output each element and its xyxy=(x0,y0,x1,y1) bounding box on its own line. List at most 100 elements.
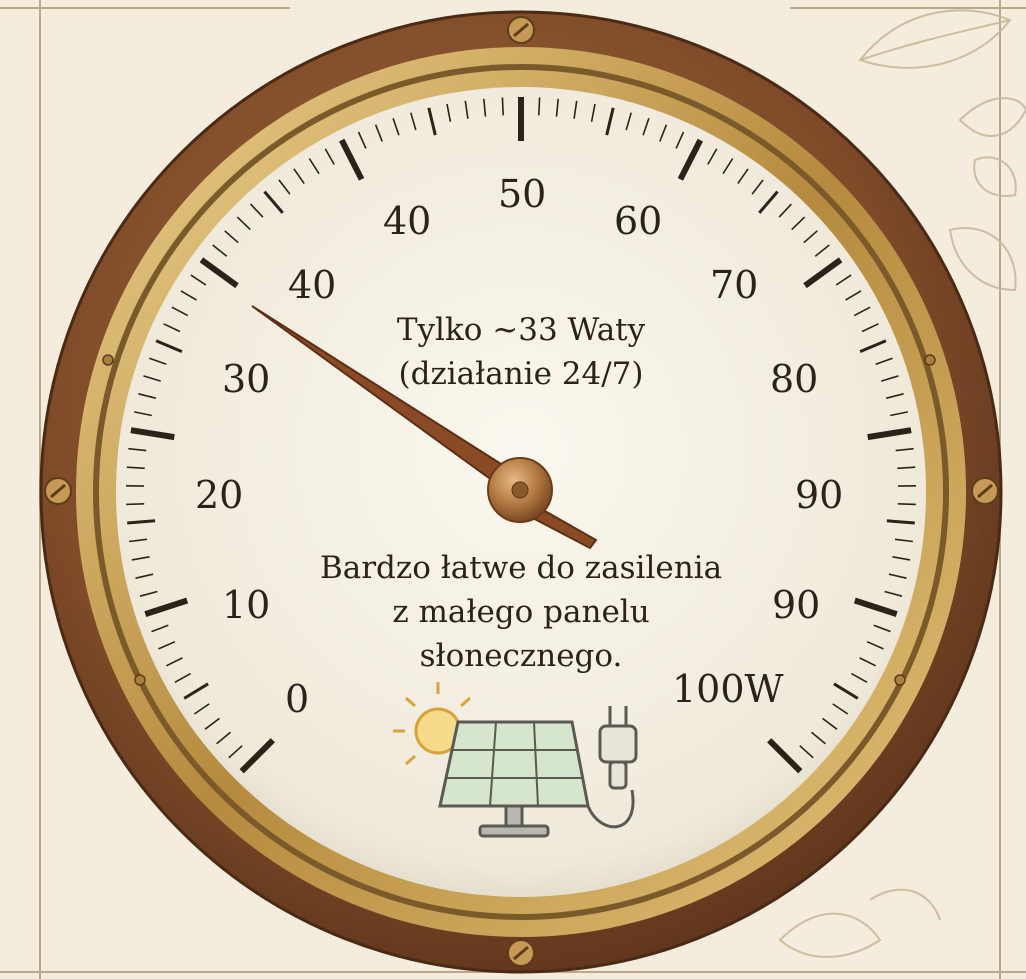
minor-tick xyxy=(888,573,907,579)
minor-tick xyxy=(163,323,181,333)
scale-label: 100W xyxy=(672,667,784,711)
minor-tick xyxy=(410,112,417,131)
minor-tick xyxy=(886,519,915,525)
minor-tick xyxy=(193,703,210,715)
minor-tick xyxy=(859,657,877,667)
minor-tick xyxy=(149,357,167,366)
minor-tick xyxy=(845,290,862,301)
minor-tick xyxy=(659,124,668,142)
minor-tick xyxy=(814,244,830,257)
minor-tick xyxy=(859,339,887,353)
minor-tick xyxy=(278,179,291,195)
minor-tick xyxy=(573,100,578,119)
minor-tick xyxy=(126,466,145,470)
major-tick xyxy=(853,597,898,617)
minor-tick xyxy=(180,290,197,301)
solar-panel-icon xyxy=(438,720,590,838)
minor-tick xyxy=(151,624,169,633)
minor-tick xyxy=(897,466,916,470)
scale-label: 90 xyxy=(772,583,820,627)
minor-tick xyxy=(897,503,916,506)
minor-tick xyxy=(204,717,220,730)
scale-label: 60 xyxy=(614,199,662,243)
note-text: Bardzo łatwe do zasilenia z małego panel… xyxy=(320,550,722,674)
minor-tick xyxy=(250,203,264,218)
major-tick xyxy=(867,427,912,441)
scale-label: 0 xyxy=(285,677,309,721)
scale-label: 70 xyxy=(710,263,758,307)
minor-tick xyxy=(894,538,913,543)
minor-tick xyxy=(861,323,879,333)
scale-label: 20 xyxy=(195,473,243,517)
minor-tick xyxy=(357,131,367,149)
minor-tick xyxy=(890,411,908,417)
minor-tick xyxy=(374,124,383,142)
minor-tick xyxy=(605,107,615,136)
minor-tick xyxy=(778,203,792,218)
minor-tick xyxy=(791,216,806,231)
major-tick xyxy=(239,738,275,774)
minor-tick xyxy=(737,168,749,185)
minor-tick xyxy=(590,103,596,122)
minor-tick xyxy=(324,148,335,165)
scale-label: 30 xyxy=(222,357,270,401)
major-tick xyxy=(803,257,843,289)
minor-tick xyxy=(446,103,452,122)
screw-icon xyxy=(44,16,999,967)
note-line-3: słonecznego. xyxy=(420,638,623,674)
minor-tick xyxy=(171,306,189,317)
scale-label: 50 xyxy=(498,172,546,216)
minor-tick xyxy=(835,274,852,286)
reading-text: Tylko ~33 Waty (działanie 24/7) xyxy=(397,312,646,392)
minor-tick xyxy=(851,672,868,683)
minor-tick xyxy=(625,112,632,131)
minor-tick xyxy=(216,731,232,745)
minor-tick xyxy=(892,556,911,561)
major-tick xyxy=(767,738,803,774)
minor-tick xyxy=(555,98,559,117)
scale-label: 40 xyxy=(383,199,431,243)
note-line-2: z małego panelu xyxy=(392,594,649,630)
major-tick xyxy=(144,597,189,617)
major-tick xyxy=(130,427,175,441)
minor-tick xyxy=(263,190,284,214)
minor-tick xyxy=(228,745,243,759)
note-line-1: Bardzo łatwe do zasilenia xyxy=(320,550,722,586)
scale-label: 80 xyxy=(770,357,818,401)
minor-tick xyxy=(803,230,818,244)
scale-label: 90 xyxy=(795,473,843,517)
minor-tick xyxy=(138,393,156,399)
minor-tick xyxy=(190,274,207,286)
minor-tick xyxy=(875,357,893,366)
minor-tick xyxy=(224,230,239,244)
minor-tick xyxy=(751,179,764,195)
major-tick xyxy=(339,138,365,181)
minor-tick xyxy=(128,447,147,452)
minor-tick xyxy=(127,519,156,525)
minor-tick xyxy=(135,573,154,579)
minor-tick xyxy=(895,447,914,452)
minor-tick xyxy=(833,682,859,700)
minor-tick xyxy=(758,190,779,214)
minor-tick xyxy=(642,118,650,136)
minor-tick xyxy=(174,672,191,683)
minor-tick xyxy=(392,118,400,136)
reading-line-1: Tylko ~33 Waty xyxy=(397,312,646,348)
minor-tick xyxy=(886,393,904,399)
brass-ring-screws xyxy=(102,354,936,686)
minor-tick xyxy=(155,339,183,353)
scale-label: 10 xyxy=(222,583,270,627)
minor-tick xyxy=(483,98,487,117)
minor-tick xyxy=(183,682,209,700)
major-tick xyxy=(199,257,239,289)
minor-tick xyxy=(131,556,150,561)
minor-tick xyxy=(707,148,718,165)
scale-ticks xyxy=(125,97,917,774)
scale-label: 40 xyxy=(288,263,336,307)
minor-tick xyxy=(308,158,320,175)
minor-tick xyxy=(810,731,826,745)
leaf-decoration-icon xyxy=(778,9,1026,958)
minor-tick xyxy=(126,503,145,506)
reading-line-2: (działanie 24/7) xyxy=(399,356,644,392)
